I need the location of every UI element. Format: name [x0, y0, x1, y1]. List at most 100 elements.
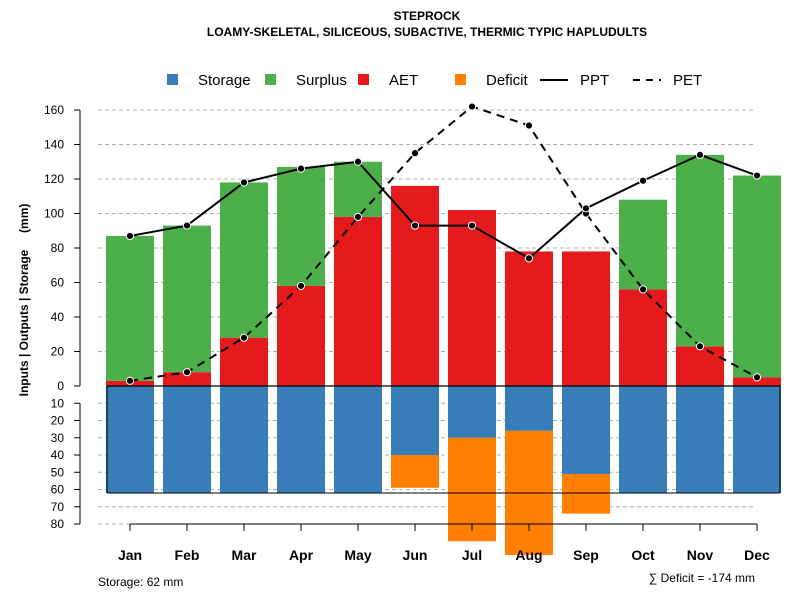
pet-point-dec [752, 373, 762, 382]
y-tick-label: 10 [51, 396, 65, 410]
x-tick-label-oct: Oct [631, 547, 655, 563]
y-tick-label: 20 [51, 414, 65, 428]
chart-subtitle: LOAMY-SKELETAL, SILICEOUS, SUBACTIVE, TH… [207, 25, 647, 39]
x-tick-label-nov: Nov [687, 547, 714, 563]
bar-storage-nov [676, 386, 724, 493]
legend-label-pet: PET [673, 72, 702, 89]
y-tick-label: 100 [44, 207, 64, 221]
pet-point-jun [410, 149, 420, 158]
y-tick-label: 20 [51, 345, 65, 359]
y-tick-label: 140 [44, 138, 64, 152]
legend-label-deficit: Deficit [486, 72, 529, 89]
bar-storage-oct [619, 386, 667, 493]
x-tick-label-dec: Dec [744, 547, 770, 563]
bar-surplus-nov [676, 154, 724, 347]
x-tick-label-mar: Mar [232, 547, 257, 563]
y-tick-label: 80 [51, 241, 65, 255]
bar-surplus-may [334, 161, 382, 217]
ppt-point-jan [125, 231, 135, 241]
ppt-point-feb [182, 221, 192, 230]
y-tick-label: 50 [51, 465, 65, 479]
ppt-point-jun [410, 221, 420, 230]
y-tick-label: 160 [44, 103, 64, 117]
legend-swatch-storage [167, 74, 178, 85]
bar-storage-may [334, 386, 382, 493]
bar-surplus-mar [220, 182, 268, 338]
legend-swatch-surplus [265, 74, 276, 85]
ppt-point-mar [239, 178, 249, 187]
x-tick-label-jun: Jun [403, 547, 428, 563]
deficit-note: ∑ Deficit = -174 mm [649, 571, 755, 585]
bar-deficit-jun [391, 455, 439, 488]
y-tick-label: 70 [51, 500, 65, 514]
bar-aet-oct [619, 289, 667, 386]
storage-note: Storage: 62 mm [98, 575, 183, 589]
pet-point-jan [125, 376, 135, 385]
ppt-line [129, 153, 758, 260]
pet-point-mar [239, 333, 249, 342]
bar-aet-jun [391, 185, 439, 386]
y-tick-label: 120 [44, 172, 64, 186]
bar-surplus-apr [277, 166, 325, 286]
bar-storage-jan [106, 386, 154, 493]
ppt-point-jul [467, 221, 477, 230]
bar-storage-jun [391, 386, 439, 455]
x-tick-label-jan: Jan [118, 547, 142, 563]
legend-label-storage: Storage [198, 72, 251, 89]
pet-point-aug [524, 121, 534, 130]
bar-aet-apr [277, 285, 325, 386]
x-tick-label-jul: Jul [462, 547, 482, 563]
legend-swatch-deficit [455, 74, 466, 85]
pet-line [129, 105, 758, 382]
ppt-point-nov [695, 150, 705, 159]
pet-point-apr [296, 281, 306, 291]
bar-aet-aug [505, 251, 553, 386]
bar-storage-jul [448, 386, 496, 438]
bar-aet-jul [448, 210, 496, 386]
legend: Storage Surplus AET Deficit PPT PET [167, 72, 702, 89]
bar-surplus-oct [619, 199, 667, 290]
y-tick-label: 0 [57, 379, 64, 393]
bar-storage-sep [562, 386, 610, 474]
pet-point-may [353, 212, 363, 222]
ppt-point-sep [581, 204, 591, 213]
pet-point-jul [467, 102, 477, 111]
bar-storage-aug [505, 386, 553, 431]
lines [125, 102, 762, 385]
bar-aet-mar [220, 337, 268, 386]
legend-label-ppt: PPT [580, 72, 609, 89]
y-tick-label: 40 [51, 448, 65, 462]
bar-aet-sep [562, 251, 610, 386]
bar-surplus-jan [106, 235, 154, 381]
y-tick-label: 80 [51, 517, 65, 531]
ppt-point-aug [524, 254, 534, 263]
bar-storage-feb [163, 386, 211, 493]
bar-storage-dec [733, 386, 781, 493]
y-tick-label: 60 [51, 276, 65, 290]
legend-label-aet: AET [389, 72, 418, 89]
pet-point-oct [638, 285, 648, 294]
bar-storage-apr [277, 386, 325, 493]
bar-surplus-feb [163, 225, 211, 373]
legend-label-surplus: Surplus [296, 72, 347, 89]
bar-storage-mar [220, 386, 268, 493]
y-axis-label: Inputs | Outputs | Storage (mm) [17, 204, 31, 397]
x-tick-label-apr: Apr [289, 547, 314, 563]
chart-title: STEPROCK [394, 9, 461, 23]
bar-aet-may [334, 216, 382, 386]
bars [106, 154, 781, 556]
y-tick-label: 40 [51, 310, 65, 324]
bar-aet-feb [163, 372, 211, 386]
x-tick-label-sep: Sep [573, 547, 599, 563]
bar-deficit-sep [562, 473, 610, 514]
legend-swatch-aet [358, 74, 369, 85]
ppt-point-dec [752, 171, 762, 180]
bar-aet-nov [676, 346, 724, 386]
ppt-point-oct [638, 176, 648, 185]
ppt-point-may [353, 157, 363, 166]
x-tick-label-may: May [344, 547, 371, 563]
pet-point-nov [695, 342, 705, 351]
ppt-point-apr [296, 164, 306, 173]
bar-aet-dec [733, 377, 781, 386]
